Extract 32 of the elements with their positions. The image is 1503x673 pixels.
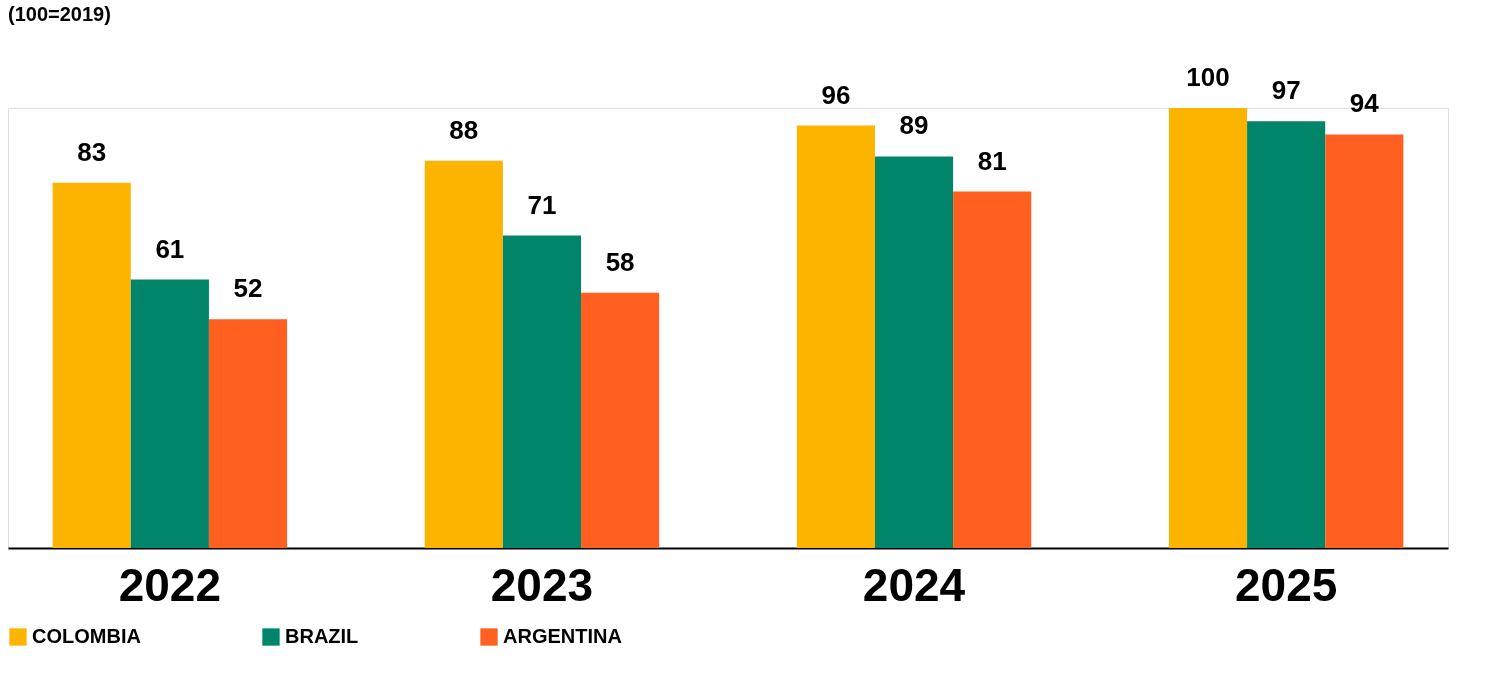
legend-label: COLOMBIA — [32, 625, 141, 647]
data-label: 83 — [77, 136, 107, 167]
legend-label: ARGENTINA — [503, 625, 622, 647]
bar — [796, 125, 875, 548]
bar — [581, 292, 660, 548]
bar — [1168, 108, 1248, 548]
data-label: 96 — [821, 79, 851, 110]
data-label: 97 — [1271, 75, 1301, 106]
chart-title: (100=2019) — [8, 3, 111, 25]
x-tick-label: 2023 — [490, 558, 594, 611]
bar — [502, 235, 582, 548]
data-label: 61 — [155, 233, 185, 264]
bar — [953, 191, 1032, 548]
data-label: 100 — [1186, 62, 1230, 92]
x-tick-label: 2024 — [862, 558, 966, 611]
bar — [1247, 121, 1326, 548]
data-label: 88 — [449, 114, 479, 145]
bar — [52, 182, 131, 548]
bar — [130, 279, 209, 548]
x-tick-label: 2025 — [1234, 558, 1338, 611]
data-label: 71 — [527, 189, 557, 220]
bar — [424, 160, 503, 548]
data-label: 89 — [899, 110, 929, 141]
bar — [874, 156, 954, 548]
data-label: 94 — [1349, 88, 1380, 119]
bar — [1325, 134, 1404, 548]
x-tick-label: 2022 — [118, 558, 222, 611]
data-label: 52 — [233, 273, 263, 304]
legend-label: BRAZIL — [285, 625, 359, 647]
bar — [208, 319, 288, 548]
data-label: 58 — [605, 246, 635, 277]
data-label: 81 — [977, 145, 1007, 176]
